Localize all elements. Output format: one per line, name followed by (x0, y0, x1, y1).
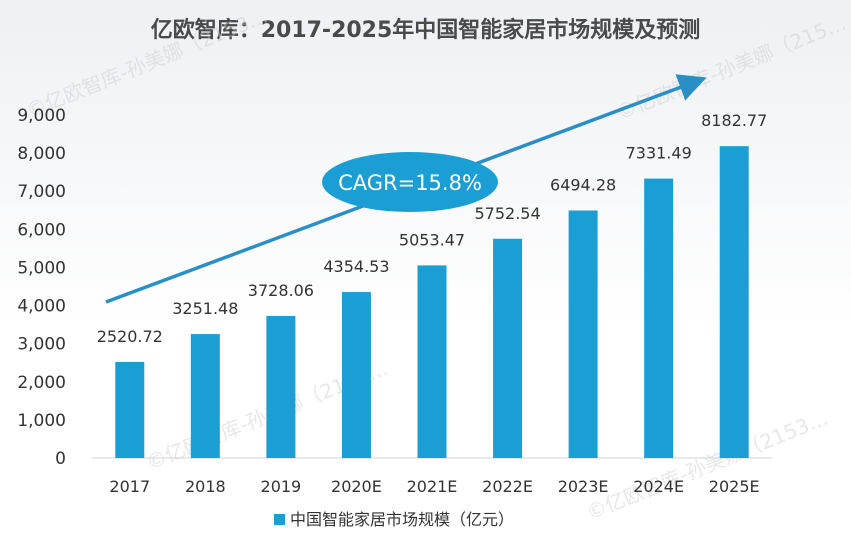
y-tick-label: 9,000 (17, 106, 66, 126)
bars (115, 146, 749, 458)
watermark-text: ©亿欧智库-孙美娜（2153… (583, 406, 831, 525)
cagr-annotation: CAGR=15.8% (338, 171, 482, 195)
legend-label: 中国智能家居市场规模（亿元） (290, 510, 514, 529)
data-label: 3251.48 (172, 299, 238, 318)
x-tick-label: 2019 (261, 477, 302, 496)
data-label: 4354.53 (323, 257, 389, 276)
y-tick-label: 1,000 (17, 411, 66, 431)
y-tick-label: 2,000 (17, 373, 66, 393)
data-label: 3728.06 (248, 281, 314, 300)
y-tick-label: 6,000 (17, 220, 66, 240)
axes: 0 1,000 2,000 3,000 4,000 5,000 6,000 7,000 8,00… (17, 106, 772, 496)
legend-swatch (274, 514, 285, 525)
data-label: 2520.72 (97, 327, 163, 346)
x-tick-label: 2022E (482, 477, 533, 496)
bar (115, 361, 145, 458)
y-tick-label: 7,000 (17, 182, 66, 202)
data-label: 5053.47 (399, 230, 465, 249)
data-label: 8182.77 (701, 111, 767, 130)
x-tick-label: 2020E (331, 477, 382, 496)
chart-title: 亿欧智库：2017-2025年中国智能家居市场规模及预测 (150, 18, 701, 43)
cagr-ellipse (322, 152, 498, 212)
bar (719, 146, 749, 458)
bar (568, 210, 598, 458)
y-tick-label: 3,000 (17, 335, 66, 355)
x-tick-label: 2024E (633, 477, 684, 496)
x-tick-label: 2018 (185, 477, 226, 496)
x-tick-label: 2017 (109, 477, 150, 496)
bar (190, 334, 220, 458)
watermark-text: ©亿欧智库-孙美娜（2153… (23, 4, 271, 123)
x-tick-label: 2021E (407, 477, 458, 496)
bar (417, 265, 447, 458)
bar (493, 238, 523, 458)
data-label: 5752.54 (474, 204, 540, 223)
bar (341, 292, 371, 458)
data-labels: 2520.72 3251.48 3728.06 4354.53 5053.47 5752.… (97, 111, 768, 346)
bar (644, 178, 674, 458)
watermark-text: ©亿欧智库-孙美娜（215… (613, 10, 850, 124)
y-tick-label: 4,000 (17, 297, 66, 317)
y-tick-label: 5,000 (17, 258, 66, 278)
y-tick-label: 8,000 (17, 144, 66, 164)
y-tick-label: 0 (55, 449, 66, 469)
bar (266, 315, 296, 458)
data-label: 7331.49 (626, 144, 692, 163)
x-tick-label: 2023E (558, 477, 609, 496)
x-tick-label: 2025E (709, 477, 760, 496)
data-label: 6494.28 (550, 175, 616, 194)
annotation-layer: CAGR=15.8% (105, 74, 707, 304)
legend: 中国智能家居市场规模（亿元） (274, 510, 514, 529)
